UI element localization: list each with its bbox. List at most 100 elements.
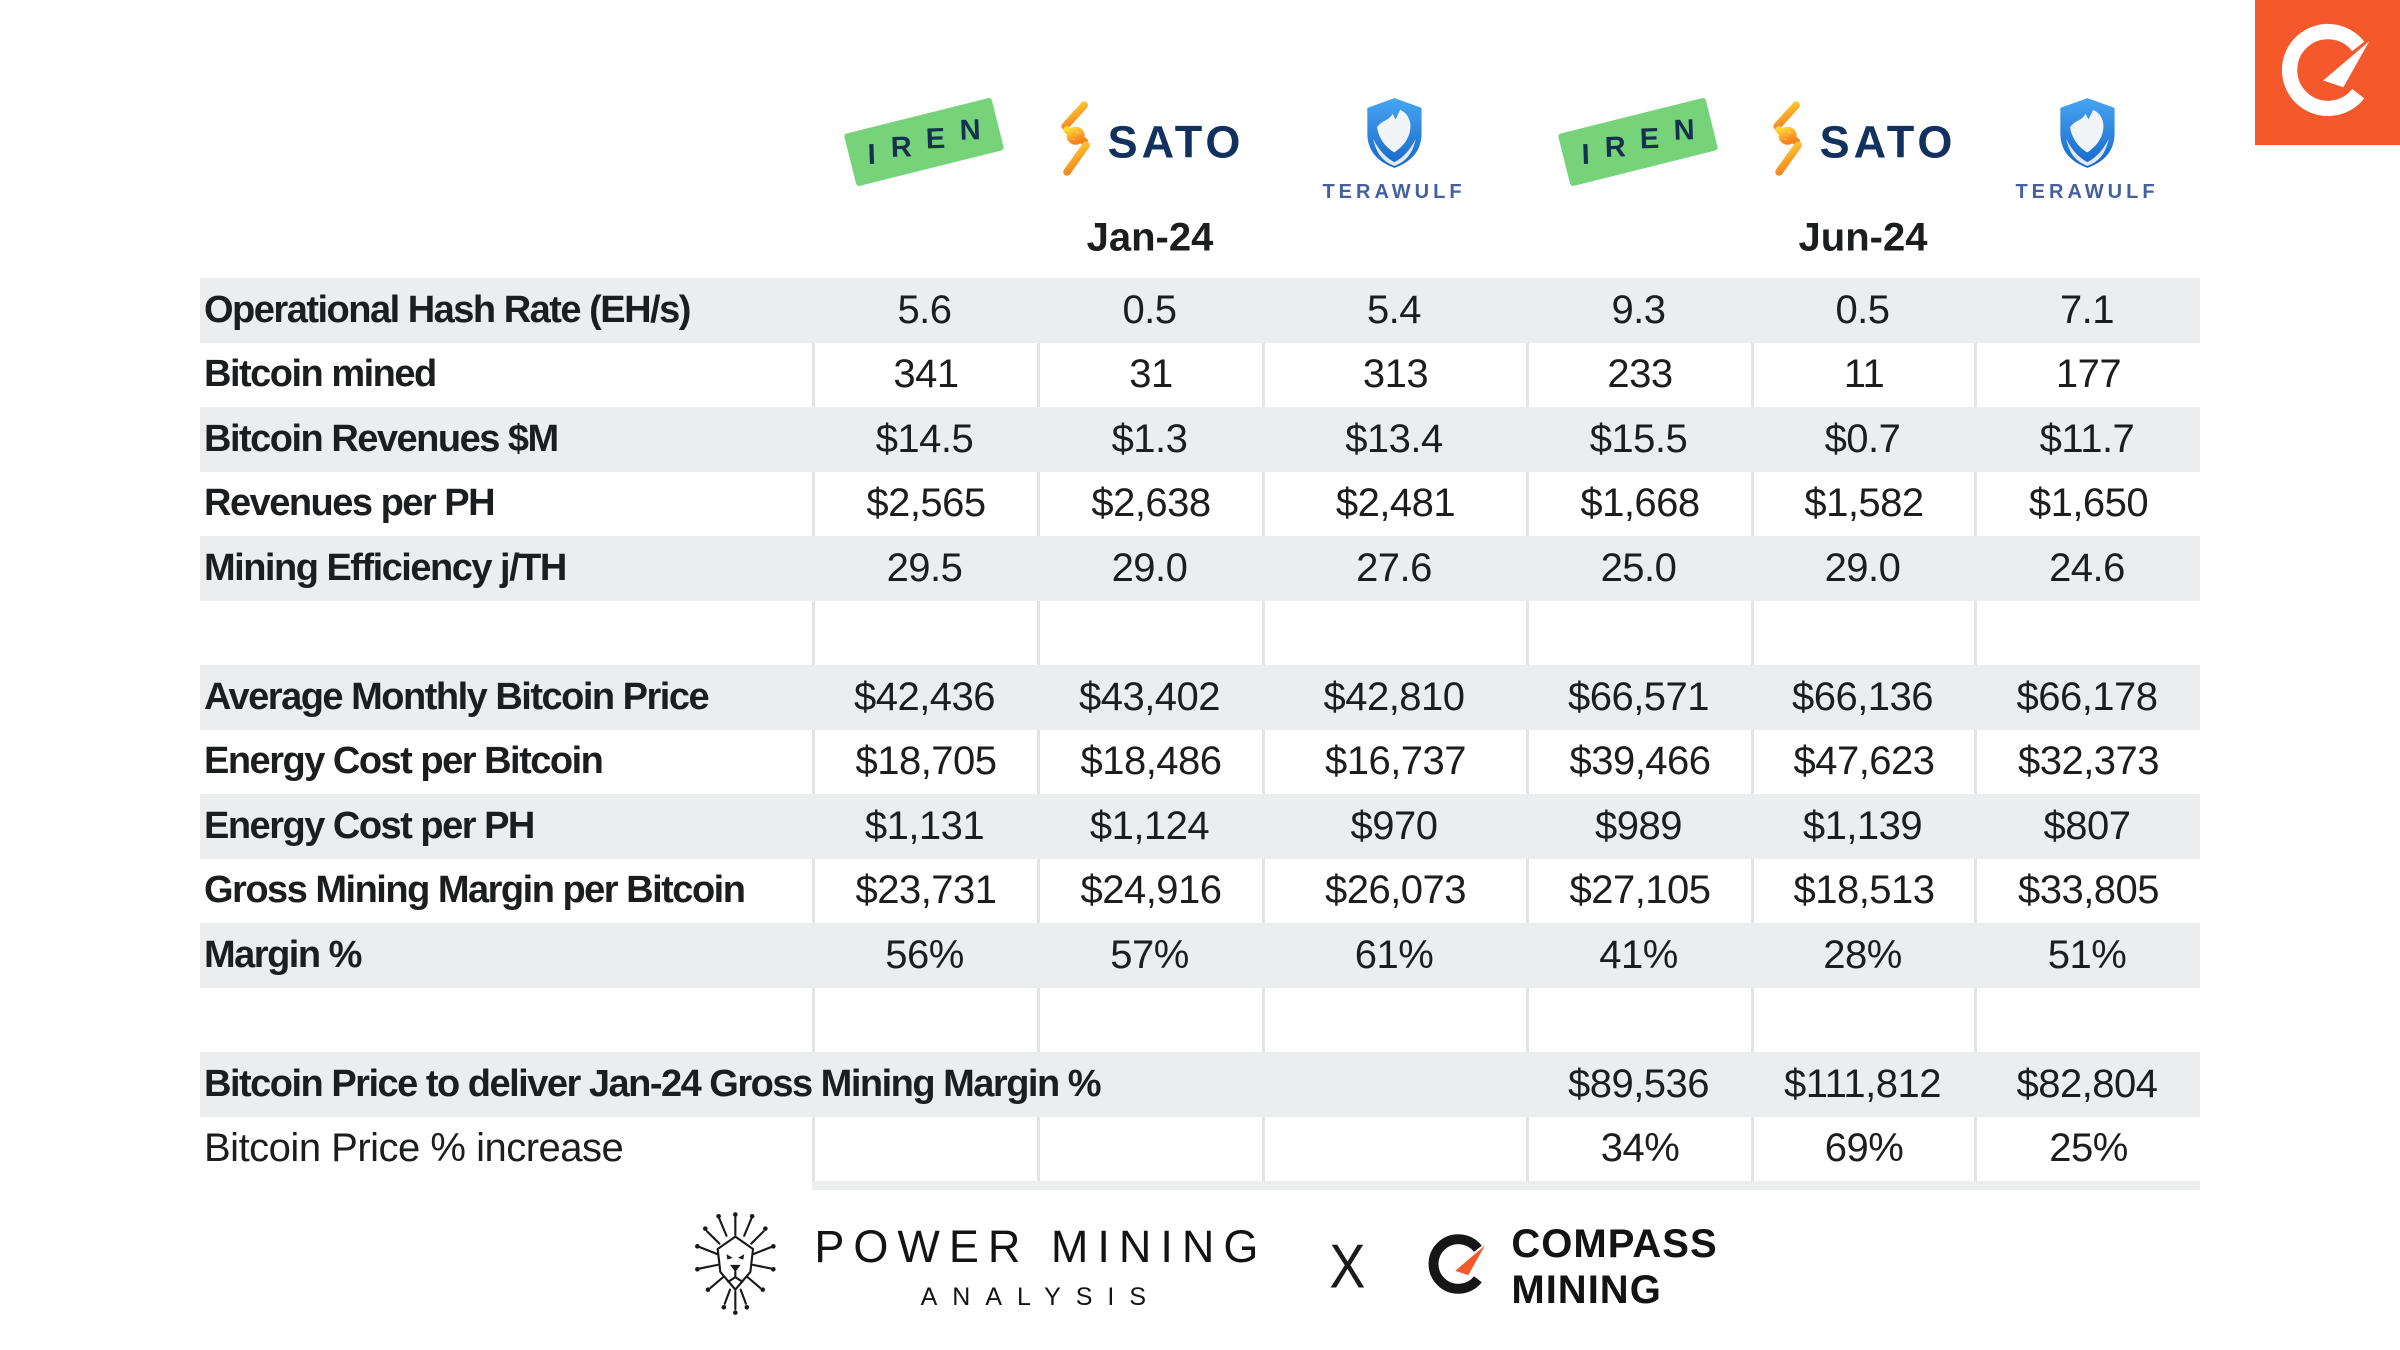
cell (812, 1116, 1037, 1181)
cell: $43,402 (1078, 674, 1221, 719)
cell: $1,139 (1802, 803, 1923, 848)
row-label: Bitcoin Price to deliver Jan-24 Gross Mi… (204, 1062, 1102, 1105)
iren-letter: I (1581, 138, 1591, 171)
cell: $18,486 (1037, 729, 1262, 794)
cell: $2,481 (1262, 471, 1526, 536)
cell: $47,623 (1751, 729, 1974, 794)
iren-logo-jun: I R E N (1557, 97, 1719, 187)
row-label: Mining Efficiency j/TH (204, 546, 567, 589)
collab-x-separator: X (1329, 1232, 1366, 1301)
cell: $1,582 (1751, 471, 1974, 536)
cell: $807 (2043, 803, 2131, 848)
row-label: Bitcoin Revenues $M (204, 417, 559, 460)
cell: 11 (1751, 342, 1974, 407)
cell: 51% (2047, 932, 2127, 977)
cell: 5.6 (897, 287, 952, 332)
power-mining-wordmark: POWER MINING ANALYSIS (814, 1221, 1267, 1312)
cell: $1,131 (864, 803, 985, 848)
table-row: Revenues per PH $2,565 $2,638 $2,481 $1,… (200, 471, 2200, 536)
table-row: Gross Mining Margin per Bitcoin $23,731 … (200, 858, 2200, 923)
cell: $2,565 (812, 471, 1037, 536)
iren-logo-jan: I R E N (843, 97, 1005, 187)
iren-letter: E (925, 122, 946, 155)
cell: 24.6 (2049, 545, 2125, 590)
cell: $16,737 (1262, 729, 1526, 794)
terawulf-shield-wolf-icon (1363, 96, 1425, 175)
cell (1262, 1116, 1526, 1181)
cell: $24,916 (1037, 858, 1262, 923)
cell: 29.5 (886, 545, 963, 590)
cell: $1,124 (1089, 803, 1210, 848)
spacer-row (200, 987, 2200, 1052)
cell: $32,373 (1974, 729, 2200, 794)
sato-logo-jan: SATO (1056, 100, 1245, 185)
sato-wordmark: SATO (1107, 116, 1245, 167)
cell: $82,804 (2016, 1061, 2158, 1106)
cell: $0.7 (1824, 416, 1901, 461)
row-label: Bitcoin Price % increase (204, 1126, 624, 1171)
cell: 341 (812, 342, 1037, 407)
cell: $27,105 (1526, 858, 1751, 923)
cell: $970 (1350, 803, 1438, 848)
cell: 69% (1751, 1116, 1974, 1181)
cell: 27.6 (1356, 545, 1432, 590)
period-label-jun: Jun-24 (1798, 215, 1928, 260)
cell: 5.4 (1366, 287, 1422, 332)
sato-wordmark: SATO (1819, 116, 1957, 167)
cell: 34% (1526, 1116, 1751, 1181)
cell: $13.4 (1345, 416, 1443, 461)
cell: 28% (1823, 932, 1902, 977)
table-row: Margin % 56% 57% 61% 41% 28% 51% (200, 923, 2200, 988)
table-row: Operational Hash Rate (EH/s) 5.6 0.5 5.4… (200, 278, 2200, 343)
terawulf-logo-jan: TERAWULF (1322, 96, 1465, 204)
power-mining-lion-icon (682, 1208, 788, 1325)
cell: 56% (885, 932, 964, 977)
cell: 29.0 (1111, 545, 1188, 590)
row-label: Operational Hash Rate (EH/s) (204, 288, 691, 331)
iren-letter: N (1673, 113, 1696, 147)
cell: 25.0 (1600, 545, 1677, 590)
cell: 57% (1110, 932, 1189, 977)
cell: $89,536 (1567, 1061, 1710, 1106)
iren-badge-icon: I R E N (1557, 97, 1719, 187)
terawulf-shield-wolf-icon (2056, 96, 2118, 175)
cell: 7.1 (2059, 287, 2115, 332)
iren-letter: I (867, 138, 877, 171)
cell: 29.0 (1824, 545, 1901, 590)
power-mining-title: POWER MINING (814, 1221, 1268, 1272)
iren-letter: E (1639, 122, 1660, 155)
terawulf-wordmark: TERAWULF (1322, 181, 1466, 203)
cell: $1,668 (1526, 471, 1751, 536)
period-label-jan: Jan-24 (1086, 215, 1214, 260)
cell: 313 (1262, 342, 1526, 407)
cell: $39,466 (1526, 729, 1751, 794)
spacer-row (200, 600, 2200, 665)
cell (1037, 1116, 1262, 1181)
table-row: Bitcoin mined 341 31 313 233 11 177 (200, 342, 2200, 407)
table-row: Energy Cost per Bitcoin $18,705 $18,486 … (200, 729, 2200, 794)
row-label: Energy Cost per PH (204, 804, 535, 847)
table-row: Bitcoin Price % increase 34% 69% 25% (200, 1116, 2200, 1181)
cell: $18,513 (1751, 858, 1974, 923)
sato-logo-jun: SATO (1768, 100, 1957, 185)
cell: 0.5 (1122, 287, 1177, 332)
cell: $66,571 (1567, 674, 1710, 719)
cell: $1,650 (1974, 471, 2200, 536)
sato-link-bolt-icon (1056, 100, 1098, 185)
cell: $33,805 (1974, 858, 2200, 923)
compass-icon (2280, 22, 2376, 123)
comparison-table: Operational Hash Rate (EH/s) 5.6 0.5 5.4… (200, 278, 2200, 1190)
power-mining-subtitle: ANALYSIS (920, 1283, 1162, 1311)
cell: $42,810 (1323, 674, 1465, 719)
row-label: Margin % (204, 933, 362, 976)
cell: $2,638 (1037, 471, 1262, 536)
table-row: Mining Efficiency j/TH 29.5 29.0 27.6 25… (200, 536, 2200, 601)
mining-word: MINING (1511, 1267, 1662, 1312)
cell: 233 (1526, 342, 1751, 407)
cell: 61% (1354, 932, 1434, 977)
compass-word: COMPASS (1511, 1221, 1718, 1266)
cell: $14.5 (875, 416, 974, 461)
compass-mining-wordmark: COMPASS MINING (1511, 1221, 1717, 1313)
cell: $11.7 (2039, 416, 2135, 461)
row-label: Revenues per PH (204, 482, 496, 525)
